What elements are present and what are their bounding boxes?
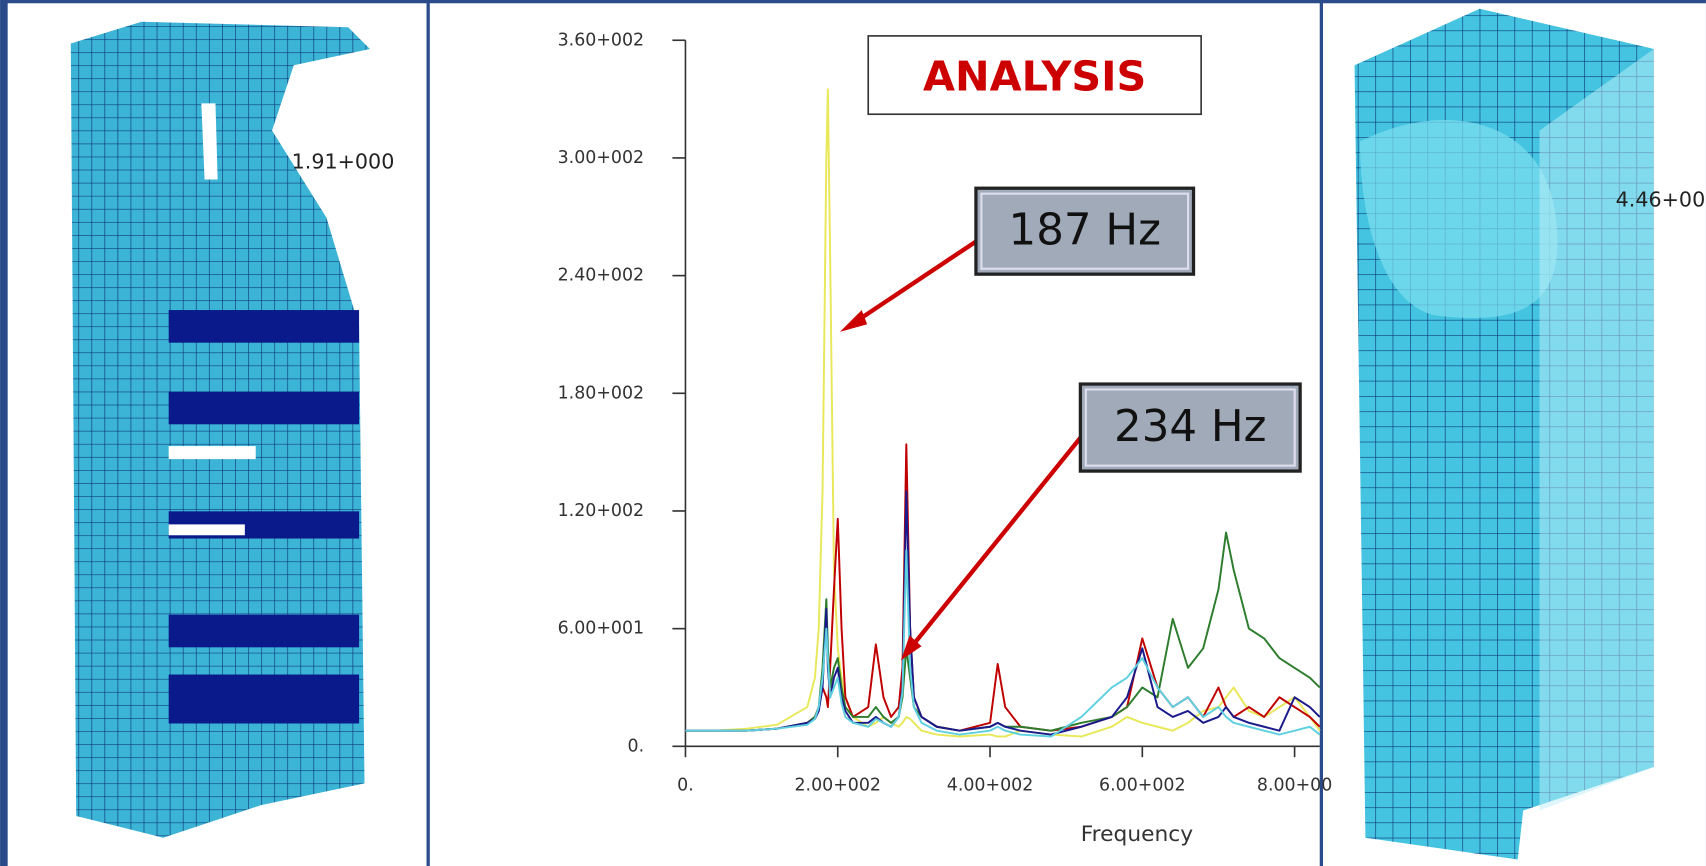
arrow-head [900,635,922,661]
annotation: 234 Hz [1114,402,1266,452]
y-tick-label: 3.60+002 [558,30,645,50]
series-line [685,549,1321,738]
arrow [847,239,978,329]
y-tick-label: 3.00+002 [558,148,645,168]
x-axis-label: Frequency [1081,822,1193,847]
x-tick-label: 0. [677,775,694,795]
annotation: ANALYSIS [923,52,1146,100]
y-tick-label: 2.40+002 [558,266,645,286]
x-tick-label: 4.00+002 [947,775,1034,795]
arrow [906,433,1085,652]
model-label: 4.46+000 [1616,188,1706,212]
x-tick-label: 6.00+002 [1099,775,1186,795]
right-model: 4.46+000 [1354,8,1706,860]
annotation-box-bevel [980,192,1190,270]
series-line [685,531,1321,732]
annotation-box [1078,382,1302,473]
x-tick-label: 2.00+002 [794,775,881,795]
annotation-box-bevel [1084,388,1296,467]
y-tick-label: 0. [628,736,645,756]
y-tick-label: 6.00+001 [558,619,645,639]
series-line [685,490,1321,736]
left-model: 1.91+000 [70,21,395,838]
y-tick-label: 1.80+002 [558,383,645,403]
x-tick-label: 8.00+00 [1257,775,1332,795]
plot: 0. 6.00+001 1.20+002 1.80+002 2.40+002 3.00+0… [558,30,1333,795]
model-label: 1.91+000 [292,150,395,174]
annotation-box [974,186,1196,276]
arrow-head [839,310,868,332]
annotation: 187 Hz [1009,205,1161,255]
title-box [867,35,1202,116]
y-tick-label: 1.20+002 [558,501,645,521]
